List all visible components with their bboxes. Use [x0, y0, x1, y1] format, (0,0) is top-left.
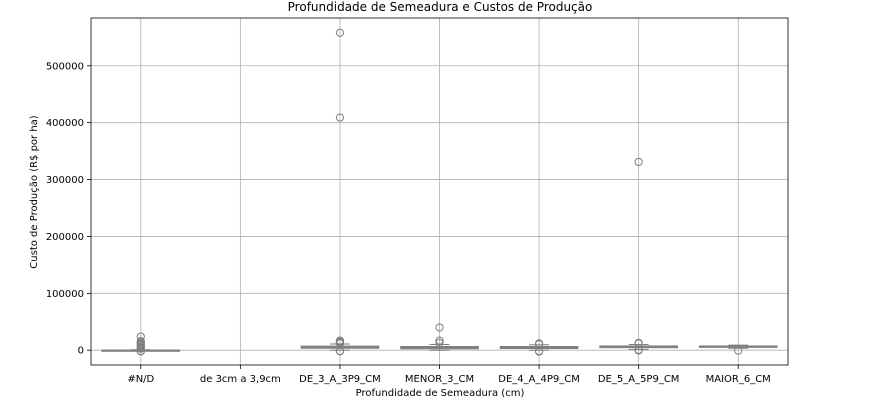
outlier-point: [335, 113, 345, 122]
y-tick-label: 400000: [46, 118, 84, 129]
outlier-point: [335, 347, 345, 356]
y-tick-label: 300000: [46, 175, 84, 186]
grid-lines: [91, 18, 788, 365]
x-tick-label: MENOR_3_CM: [405, 374, 474, 385]
outlier-point: [136, 347, 145, 356]
x-axis-ticks: #N/D de 3cm a 3,9cm DE_3_A_3P9_CM MENOR_3_C…: [127, 365, 771, 385]
chart-title: Profundidade de Semeadura e Custos de Pr…: [288, 0, 593, 14]
x-tick-label: DE_3_A_3P9_CM: [299, 374, 381, 385]
outlier-point: [435, 323, 444, 332]
outlier-point: [136, 344, 145, 353]
y-tick-label: 500000: [46, 61, 84, 72]
y-tick-label: 200000: [46, 232, 84, 243]
x-tick-label: DE_5_A_5P9_CM: [598, 374, 680, 385]
x-tick-label: DE_4_A_4P9_CM: [498, 374, 580, 385]
outlier-point: [335, 28, 345, 37]
x-tick-label: MAIOR_6_CM: [706, 374, 771, 385]
outlier-point: [734, 346, 743, 355]
outlier-point: [435, 336, 444, 345]
outlier-point: [634, 157, 643, 167]
box-6: [698, 344, 778, 355]
box-4: [499, 339, 579, 356]
outlier-point: [634, 346, 643, 355]
box-0: [101, 332, 181, 356]
outlier-point: [534, 347, 544, 356]
x-tick-label: de 3cm a 3,9cm: [200, 374, 281, 385]
box-2: [300, 28, 380, 356]
y-axis-label: Custo de Produção (R$ por ha): [29, 115, 40, 269]
outlier-point: [435, 338, 444, 347]
x-tick-label: #N/D: [127, 374, 154, 385]
box-3: [400, 323, 479, 351]
x-axis-label: Profundidade de Semeadura (cm): [356, 388, 525, 399]
box-plots: [101, 28, 778, 356]
box-5: [599, 157, 678, 355]
y-tick-label: 100000: [46, 289, 84, 300]
y-tick-label: 0: [78, 346, 84, 357]
y-axis-ticks: 0 100000 200000 300000 400000 500000: [46, 61, 91, 357]
